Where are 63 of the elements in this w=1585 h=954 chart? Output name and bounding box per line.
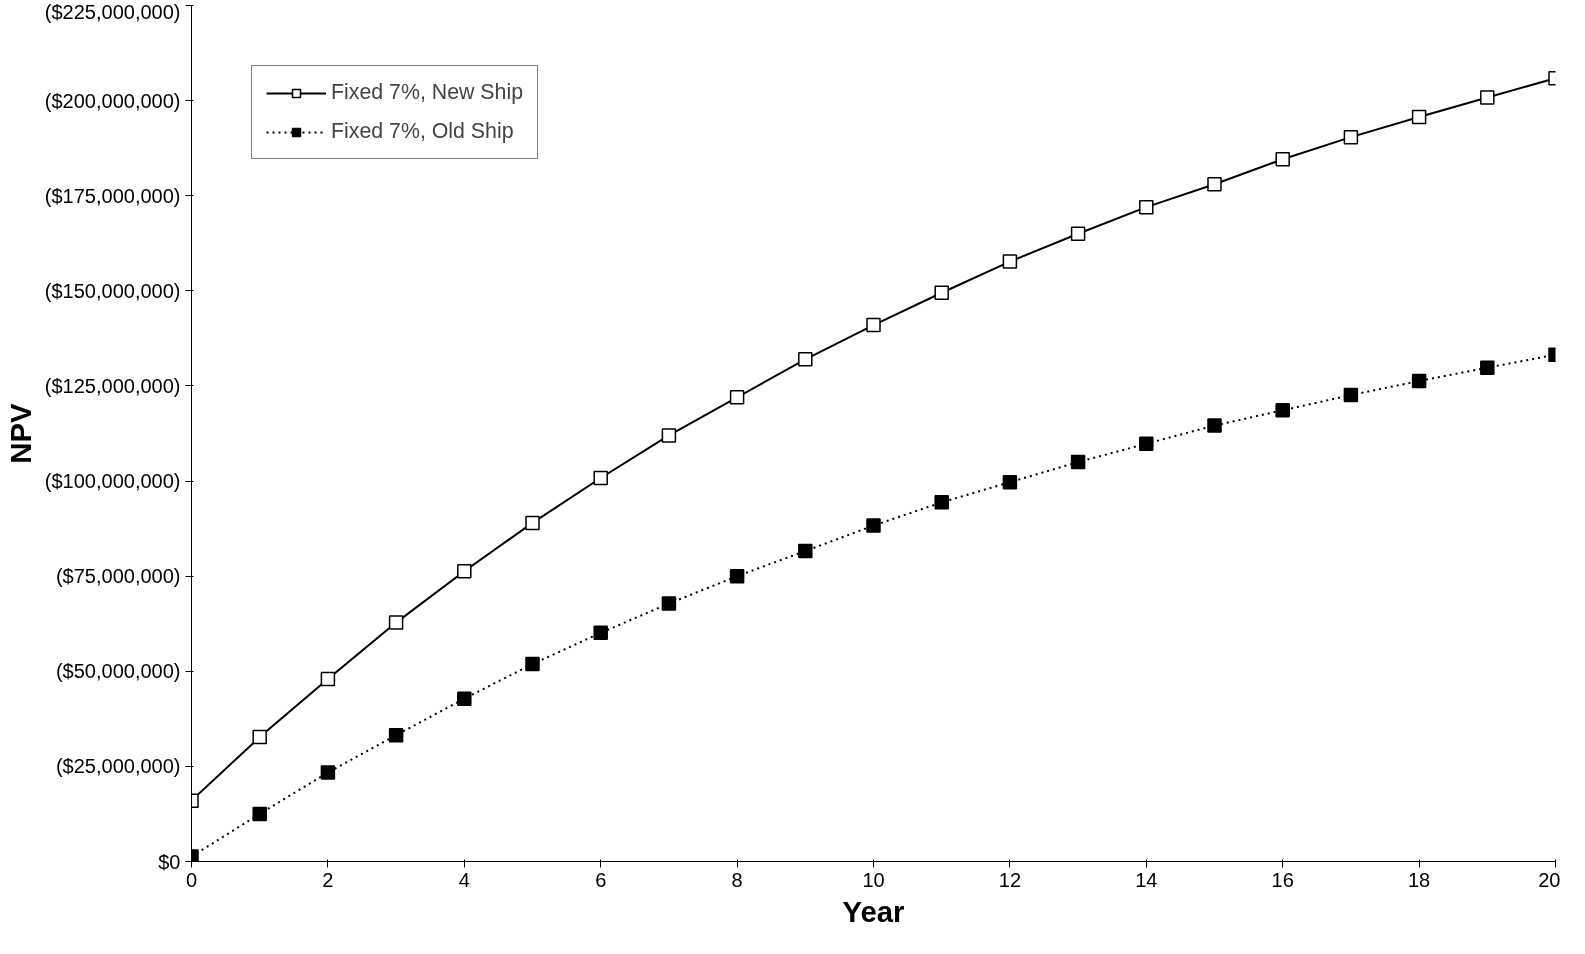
point: [457, 691, 472, 706]
point: [1002, 254, 1018, 269]
x-tick-label: 16: [1271, 868, 1294, 891]
x-tick-label: 6: [595, 868, 607, 891]
point: [252, 729, 267, 745]
point: [1480, 90, 1495, 105]
point: [1480, 360, 1495, 375]
point: [1002, 474, 1018, 490]
point: [593, 625, 608, 641]
x-tick-label: 8: [731, 868, 743, 891]
point: [866, 317, 881, 333]
point: [866, 518, 881, 533]
y-tick-label: ($225,000,000): [44, 0, 181, 23]
point: [388, 615, 404, 630]
x-tick-label: 4: [458, 868, 470, 891]
point: [798, 352, 813, 367]
point: [1207, 177, 1222, 192]
point: [1411, 373, 1427, 389]
x-tick-label: 12: [998, 868, 1022, 891]
x-axis-title: Year: [842, 894, 905, 928]
y-tick-label: $0: [158, 850, 181, 873]
point: [1275, 151, 1290, 167]
point: [1207, 418, 1222, 433]
x-tick-label: 2: [322, 868, 334, 891]
legend-label: Fixed 7%, Old Ship: [331, 119, 514, 144]
point: [934, 285, 949, 300]
point: [1139, 199, 1154, 215]
y-tick-label: ($100,000,000): [44, 470, 181, 493]
point: [1411, 109, 1427, 125]
y-tick-label: ($25,000,000): [55, 755, 181, 778]
point: [1343, 129, 1359, 145]
point: [457, 563, 472, 579]
point: [729, 568, 745, 584]
x-tick-label: 14: [1135, 868, 1158, 891]
point: [388, 727, 404, 743]
y-axis-title: NPV: [3, 402, 37, 464]
y-tick-label: ($150,000,000): [44, 279, 181, 302]
point: [593, 470, 608, 486]
point: [525, 515, 540, 531]
x-tick-label: 0: [185, 868, 198, 891]
x-tick-label: 18: [1407, 868, 1431, 891]
point: [798, 543, 813, 559]
x-tick-label: 10: [862, 868, 885, 891]
point: [661, 596, 677, 611]
point: [1070, 226, 1086, 242]
point: [525, 656, 540, 672]
y-tick-label: ($50,000,000): [55, 660, 181, 683]
point: [934, 495, 949, 510]
point: [1070, 454, 1086, 470]
y-tick-label: ($175,000,000): [44, 184, 181, 207]
y-tick-label: ($200,000,000): [44, 89, 181, 112]
point: [320, 671, 336, 687]
point: [1275, 403, 1290, 418]
point: [661, 428, 677, 443]
point: [320, 765, 336, 780]
y-tick-label: ($75,000,000): [55, 565, 181, 588]
y-tick-label: ($125,000,000): [44, 374, 181, 397]
point: [1343, 387, 1359, 403]
point: [252, 806, 267, 822]
legend-label: Fixed 7%, New Ship: [331, 80, 524, 105]
point: [1139, 436, 1154, 452]
point: [729, 390, 745, 405]
x-tick-label: 20: [1538, 868, 1561, 891]
